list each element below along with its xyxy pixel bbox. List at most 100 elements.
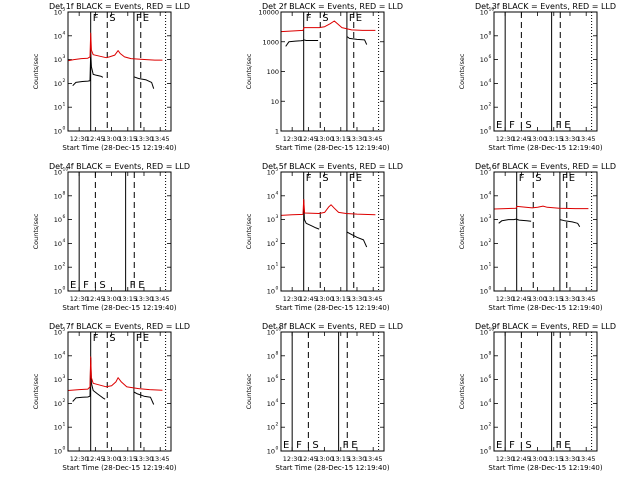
x-tick-label: 13:45: [364, 295, 383, 303]
x-tick-label: 13:00: [102, 135, 121, 143]
phase-marker: E: [143, 13, 149, 24]
x-tick-label: 13:15: [544, 455, 563, 463]
phase-marker: E: [356, 13, 362, 24]
y-tick-label: 10: [54, 80, 62, 88]
x-tick-label: 12:45: [512, 455, 531, 463]
events-series-line: [559, 219, 581, 228]
x-axis-label: Start Time (28-Dec-15 12:19:40): [275, 464, 389, 472]
x-tick-label: 13:00: [102, 455, 121, 463]
x-axis-label: Start Time (28-Dec-15 12:19:40): [488, 464, 602, 472]
phase-marker: E: [564, 120, 570, 131]
y-tick-exponent: 4: [489, 398, 492, 404]
phase-marker: E: [569, 173, 575, 184]
phase-marker: F: [296, 440, 302, 451]
panel-title: Det 5f BLACK = Events, RED = LLD: [262, 162, 403, 171]
phase-marker: S: [322, 173, 328, 184]
x-tick-label: 13:30: [348, 295, 367, 303]
y-tick-label: 10: [480, 169, 488, 177]
y-tick-exponent: 10: [276, 327, 282, 333]
y-tick-exponent: 0: [63, 126, 66, 132]
y-tick-exponent: 4: [63, 238, 66, 244]
y-tick-exponent: 0: [489, 286, 492, 292]
x-tick-label: 13:30: [135, 295, 154, 303]
x-tick-label: 13:00: [102, 295, 121, 303]
events-series-line: [72, 357, 106, 402]
y-tick-label: 10: [480, 288, 488, 296]
y-tick-exponent: 5: [63, 7, 66, 13]
y-tick-label: 10: [480, 9, 488, 17]
panel-title: Det 4f BLACK = Events, RED = LLD: [49, 162, 190, 171]
x-tick-label: 12:45: [86, 295, 105, 303]
y-tick-exponent: 8: [489, 30, 492, 36]
y-axis-label: Counts/sec: [32, 213, 40, 249]
y-tick-exponent: 6: [489, 54, 492, 60]
x-tick-label: 13:15: [118, 295, 137, 303]
y-tick-label: 10: [480, 56, 488, 64]
y-axis-label: Counts/sec: [245, 373, 253, 409]
lld-series-line: [280, 199, 376, 216]
events-series-line: [285, 39, 319, 47]
events-series-line: [346, 36, 368, 45]
y-tick-label: 10: [480, 216, 488, 224]
events-series-line: [498, 218, 532, 224]
phase-marker: F: [349, 13, 355, 24]
phase-marker: E: [70, 280, 76, 291]
x-tick-label: 13:00: [528, 295, 547, 303]
y-tick-exponent: 4: [63, 30, 66, 36]
plot-frame: [280, 171, 385, 292]
y-tick-label: 10: [54, 240, 62, 248]
y-tick-label: 10: [267, 288, 275, 296]
x-axis-label: Start Time (28-Dec-15 12:19:40): [62, 304, 176, 312]
x-tick-label: 13:15: [118, 135, 137, 143]
y-tick-exponent: 2: [489, 102, 492, 108]
y-tick-label: 10: [54, 104, 62, 112]
y-tick-label: 10: [267, 424, 275, 432]
phase-marker: F: [349, 173, 355, 184]
y-tick-exponent: 1: [63, 102, 66, 108]
x-tick-label: 13:30: [135, 135, 154, 143]
x-tick-label: 13:45: [151, 295, 170, 303]
y-tick-exponent: 10: [489, 327, 495, 333]
x-tick-label: 12:45: [512, 135, 531, 143]
y-tick-label: 10: [267, 216, 275, 224]
x-tick-label: 13:45: [577, 135, 596, 143]
y-tick-label: 10: [480, 448, 488, 456]
y-tick-label: 10000: [258, 9, 279, 17]
x-tick-label: 13:30: [561, 135, 580, 143]
x-tick-label: 13:45: [151, 135, 170, 143]
y-tick-label: 10: [480, 104, 488, 112]
x-tick-label: 13:00: [315, 295, 334, 303]
y-tick-label: 10: [54, 32, 62, 40]
y-tick-exponent: 0: [276, 286, 279, 292]
x-axis-label: Start Time (28-Dec-15 12:19:40): [488, 304, 602, 312]
y-tick-exponent: 5: [63, 327, 66, 333]
x-tick-label: 13:00: [315, 135, 334, 143]
panel-det-1: Det 1f BLACK = Events, RED = LLD Counts/s…: [32, 2, 190, 152]
y-tick-exponent: 6: [276, 374, 279, 380]
plot-frame: [67, 171, 172, 292]
y-tick-exponent: 1: [63, 422, 66, 428]
plot-frame: [280, 331, 385, 452]
phase-marker: E: [351, 440, 357, 451]
x-tick-label: 12:30: [496, 135, 515, 143]
y-tick-label: 10: [54, 216, 62, 224]
y-tick-exponent: 10: [489, 7, 495, 13]
y-tick-exponent: 0: [63, 446, 66, 452]
y-tick-label: 10: [267, 448, 275, 456]
y-tick-exponent: 0: [63, 286, 66, 292]
y-tick-exponent: 4: [489, 190, 492, 196]
x-tick-label: 12:30: [283, 295, 302, 303]
panel-det-2: Det 2f BLACK = Events, RED = LLD Counts/s…: [245, 2, 403, 152]
y-tick-label: 10: [54, 352, 62, 360]
y-tick-label: 10: [480, 128, 488, 136]
y-tick-label: 10: [267, 400, 275, 408]
panel-title: Det 1f BLACK = Events, RED = LLD: [49, 2, 190, 11]
x-tick-label: 13:15: [118, 455, 137, 463]
x-tick-label: 12:30: [283, 455, 302, 463]
y-tick-exponent: 0: [276, 446, 279, 452]
y-tick-exponent: 6: [63, 214, 66, 220]
y-tick-exponent: 6: [489, 374, 492, 380]
y-tick-exponent: 8: [276, 350, 279, 356]
x-tick-label: 13:45: [364, 135, 383, 143]
y-tick-label: 1: [275, 128, 279, 136]
